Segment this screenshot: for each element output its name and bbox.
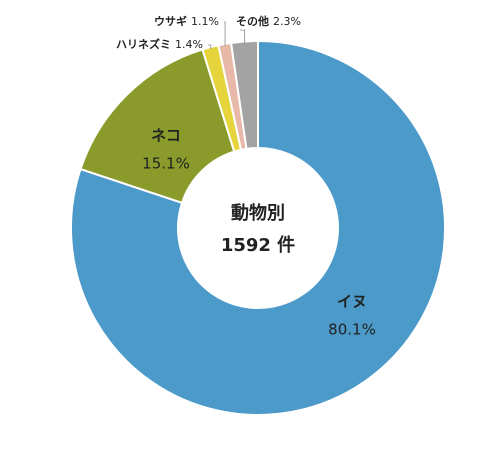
category-name: ウサギ [154, 14, 187, 28]
category-name: その他 [236, 14, 269, 28]
value-label: 1.4% [175, 38, 203, 51]
leader-line [208, 44, 212, 50]
value-label: 15.1% [142, 155, 190, 173]
value-label: 2.3% [273, 15, 301, 28]
category-name: ハリネズミ [116, 37, 171, 51]
center-label: 1592 件 [221, 234, 295, 256]
chart-title: 動物別 [231, 202, 285, 224]
leader-line [240, 29, 246, 44]
slice-label: ウサギ 1.1% [154, 14, 219, 28]
value-label: 80.1% [328, 321, 376, 339]
slice [79, 48, 236, 205]
leader-line [224, 21, 226, 46]
slice [70, 39, 446, 416]
slice [229, 39, 259, 150]
slice-label: イヌ [337, 293, 367, 311]
slice-label: ネコ [151, 127, 181, 145]
value-label: 1.1% [191, 15, 219, 28]
slice-label: その他 2.3% [236, 14, 301, 28]
slice-label: ハリネズミ 1.4% [116, 37, 203, 51]
